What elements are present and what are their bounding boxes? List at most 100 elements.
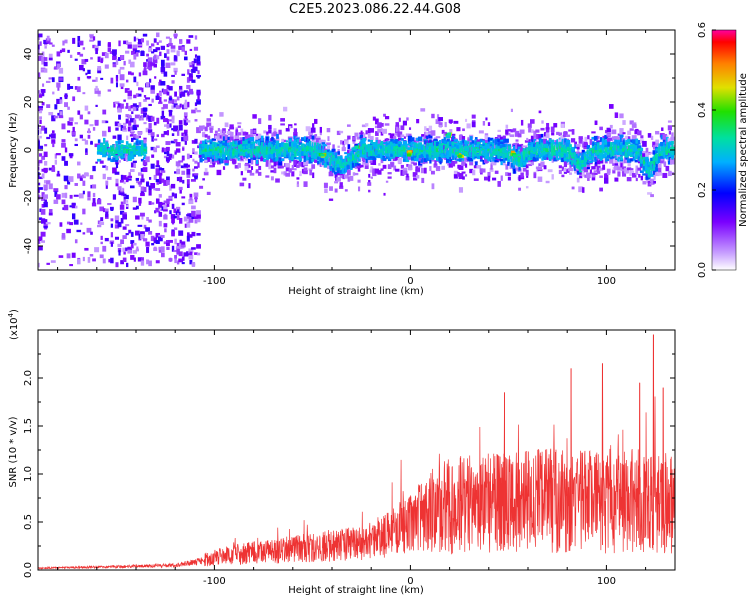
heatmap-cell [466,123,471,129]
heatmap-cell [48,57,53,61]
heatmap-cell [79,134,83,139]
heatmap-cell [222,142,226,146]
heatmap-cell [130,145,135,149]
heatmap-cell [388,132,391,136]
heatmap-cell [58,115,64,119]
heatmap-cell [158,92,162,97]
heatmap-cell [528,153,531,158]
heatmap-cell [541,152,544,156]
heatmap-cell [480,153,483,160]
heatmap-cell [192,173,195,177]
heatmap-cell [563,131,567,137]
heatmap-cell [369,147,374,151]
heatmap-cell [136,37,139,41]
heatmap-cell [104,64,109,69]
heatmap-cell [186,179,190,185]
heatmap-cell [127,71,132,75]
heatmap-cell [133,53,137,60]
heatmap-cell [192,150,195,155]
heatmap-cell [166,124,170,129]
heatmap-cell [334,158,338,164]
heatmap-cell [296,151,300,154]
heatmap-cell [411,156,415,161]
heatmap-cell [120,201,124,205]
heatmap-cell [137,152,143,157]
heatmap-cell [355,159,358,162]
heatmap-cell [253,144,256,149]
heatmap-cell [462,128,465,132]
heatmap-cell [127,41,132,46]
heatmap-cell [360,141,363,145]
heatmap-cell [537,167,542,171]
heatmap-cell [127,94,132,100]
heatmap-cell [490,153,494,156]
heatmap-cell [186,235,190,242]
heatmap-cell [352,172,356,176]
heatmap-cell [145,182,150,187]
heatmap-cell [266,136,269,141]
heatmap-cell [100,150,104,156]
heatmap-cell [367,127,371,134]
heatmap-cell [434,160,437,165]
heatmap-cell [458,157,464,162]
heatmap-cell [38,187,40,193]
heatmap-cell [537,144,543,149]
heatmap-cell [160,170,166,173]
heatmap-cell [392,156,397,162]
heatmap-cell [186,168,191,175]
heatmap-cell [545,150,550,155]
heatmap-cell [54,104,58,110]
heatmap-cell [256,159,259,165]
heatmap-cell [132,196,137,203]
heatmap-cell [161,178,165,183]
heatmap-cell [153,54,157,59]
heatmap-cell [123,199,126,205]
heatmap-cell [156,42,159,46]
heatmap-cell [143,112,147,118]
heatmap-cell [202,125,205,130]
heatmap-cell [505,164,509,170]
heatmap-cell [528,127,532,133]
heatmap-cell [90,184,93,189]
heatmap-cell [564,150,567,156]
heatmap-cell [481,152,486,156]
heatmap-cell [283,171,287,176]
heatmap-cell [435,147,441,153]
heatmap-cell [368,189,371,193]
heatmap-cell [400,138,404,141]
heatmap-cell [548,142,553,147]
heatmap-cell [222,145,226,148]
heatmap-cell [252,114,257,119]
heatmap-cell [38,159,43,164]
heatmap-cell [378,163,381,166]
heatmap-cell [133,147,137,151]
heatmap-cell [38,140,40,147]
heatmap-cell [145,127,150,133]
heatmap-cell [120,140,124,144]
heatmap-cell [283,142,287,148]
heatmap-cell [418,149,422,153]
heatmap-cell [541,155,544,161]
heatmap-cell [272,139,278,144]
heatmap-cell [556,154,559,159]
heatmap-cell [194,166,198,169]
heatmap-cell [440,145,446,148]
heatmap-cell [357,165,361,172]
heatmap-cell [235,154,239,159]
heatmap-cell [204,168,208,173]
heatmap-cell [135,151,140,155]
heatmap-cell [355,162,358,167]
heatmap-cell [535,141,539,145]
heatmap-cell [525,156,529,161]
heatmap-cell [77,161,81,166]
heatmap-cell [196,127,201,134]
heatmap-cell [347,154,351,158]
heatmap-cell [495,148,498,152]
heatmap-cell [97,224,102,228]
heatmap-cell [456,142,461,146]
heatmap-cell [179,176,183,183]
heatmap-cell [163,204,168,210]
heatmap-cell [80,222,83,225]
heatmap-cell [350,155,353,160]
heatmap-cell [508,155,511,159]
